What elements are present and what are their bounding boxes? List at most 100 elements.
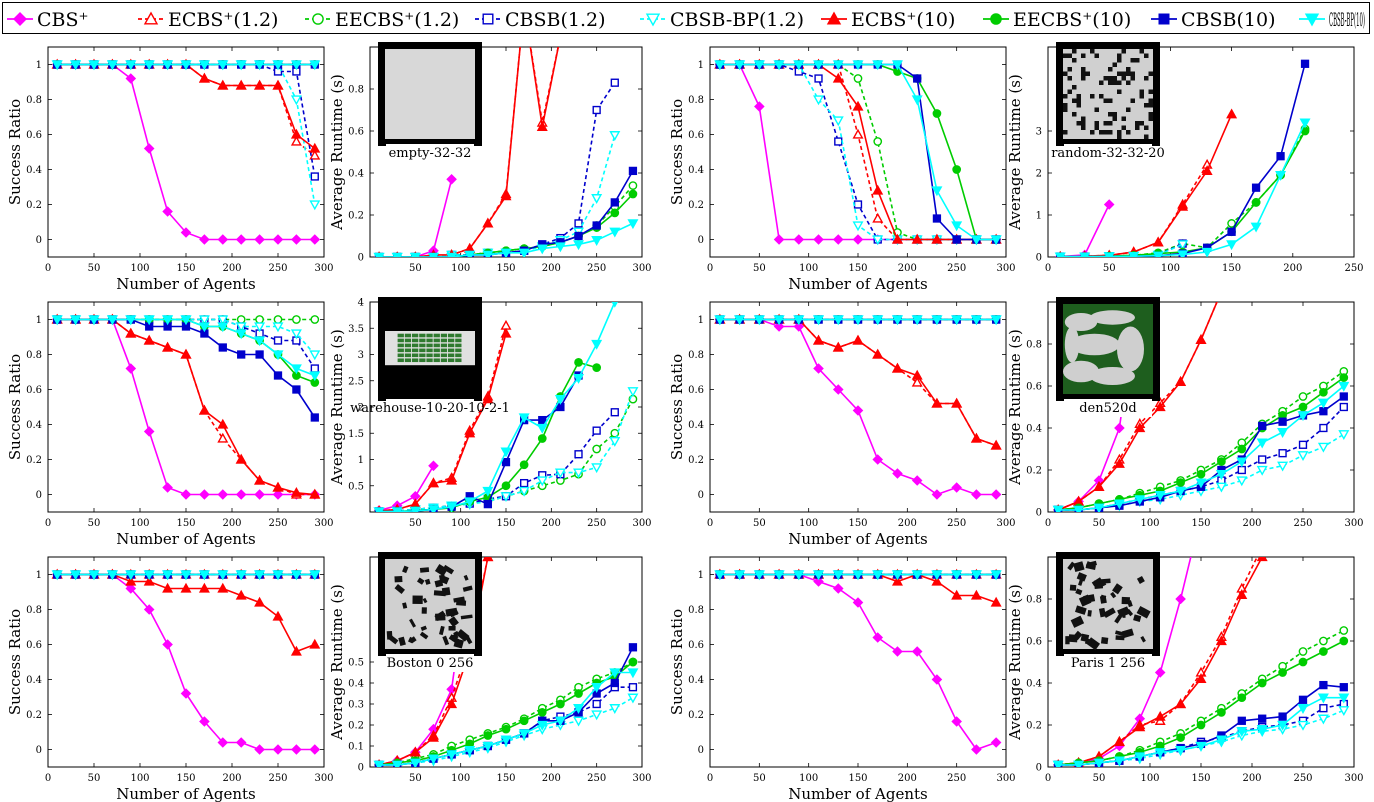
inset-building — [1100, 581, 1107, 587]
inset-obstacle — [1072, 58, 1077, 63]
data-point — [272, 481, 284, 492]
data-point — [591, 710, 603, 721]
data-point — [536, 121, 548, 131]
inset-shelf — [404, 353, 412, 358]
legend-marker — [312, 13, 324, 25]
data-point — [162, 206, 173, 217]
chart-panel: 0 50 100 150 200 250 300 0 0.2 0.4 0.6 0.8 1 Number o… — [668, 46, 1016, 293]
inset-obstacle — [1126, 107, 1131, 112]
data-point — [1319, 704, 1328, 713]
inset-obstacle — [1148, 116, 1153, 121]
data-point — [1256, 557, 1268, 562]
data-point — [852, 570, 864, 581]
inset-building — [1075, 605, 1087, 615]
x-tick-label: 0 — [1045, 773, 1051, 784]
data-point — [931, 397, 943, 408]
inset-label-bg — [386, 144, 474, 162]
x-tick-label: 150 — [496, 263, 515, 274]
data-point — [813, 315, 825, 326]
y-axis-label: Success Ratio — [6, 609, 24, 715]
legend-entry: CBSB(10) — [1151, 9, 1275, 31]
inset-obstacle — [1085, 71, 1090, 76]
data-point — [990, 737, 1002, 748]
data-point — [853, 74, 863, 83]
data-point — [235, 79, 247, 90]
data-point — [1175, 376, 1187, 386]
data-point — [446, 698, 458, 709]
data-point — [106, 315, 118, 326]
x-tick-label: 0 — [707, 518, 713, 529]
inset-building — [1136, 575, 1145, 584]
data-point — [518, 413, 530, 424]
data-point — [1217, 708, 1226, 717]
chart-panel: 0 50 100 150 200 250 300 0 0.2 0.4 0.6 0.8 1 Number o… — [6, 301, 334, 548]
data-point — [1154, 667, 1166, 678]
y-axis-label: Average Runtime (s) — [328, 74, 346, 231]
data-point — [1237, 444, 1247, 454]
data-point — [611, 302, 618, 308]
data-point — [409, 252, 421, 257]
y-tick-label: 0.3 — [348, 700, 364, 711]
inset-obstacle — [1090, 130, 1095, 135]
data-point — [51, 60, 63, 71]
y-tick-label: 0.4 — [26, 420, 42, 431]
y-tick-label: 1.5 — [348, 429, 364, 440]
inset-building — [1117, 606, 1131, 618]
inset-building — [456, 599, 467, 606]
data-point — [932, 214, 942, 223]
data-point — [931, 575, 943, 586]
data-point — [814, 74, 823, 83]
data-point — [501, 457, 511, 467]
inset-obstacle — [1148, 89, 1153, 94]
inset-obstacle — [1094, 121, 1099, 126]
series-line — [379, 47, 560, 257]
data-point — [773, 234, 785, 245]
inset-map — [385, 331, 475, 366]
data-point — [1217, 287, 1226, 295]
inset-shelf — [440, 353, 448, 358]
data-point — [832, 234, 844, 245]
data-point — [832, 583, 844, 594]
data-point — [427, 731, 439, 742]
data-point — [952, 165, 962, 174]
legend-entry: ECBS⁺(10) — [821, 9, 955, 31]
data-point — [310, 172, 319, 181]
data-point — [574, 22, 583, 30]
data-point — [272, 744, 284, 755]
data-point — [951, 482, 962, 493]
inset-shelf — [412, 343, 419, 348]
y-tick-label: 0.4 — [1026, 679, 1042, 690]
inset-obstacle — [1067, 67, 1072, 72]
data-point — [254, 60, 266, 71]
data-point — [235, 570, 247, 581]
data-point — [309, 142, 321, 153]
y-tick-label: 0.2 — [26, 200, 42, 211]
data-point — [1217, 287, 1226, 295]
data-point — [1175, 698, 1187, 709]
x-tick-label: 50 — [409, 263, 422, 274]
data-point — [1128, 252, 1140, 257]
x-tick-label: 300 — [996, 773, 1015, 784]
data-point — [1298, 392, 1308, 401]
data-point — [1113, 736, 1125, 746]
inset-shelf — [455, 358, 462, 363]
data-point — [309, 350, 321, 361]
data-point — [1297, 451, 1309, 462]
data-point — [872, 348, 884, 359]
data-point — [1177, 240, 1189, 251]
inset-region — [1090, 367, 1135, 385]
legend-label: EECBS⁺(1.2) — [335, 9, 459, 31]
data-point — [272, 79, 284, 90]
x-tick-label: 100 — [130, 773, 149, 784]
inset-shelf — [397, 338, 404, 343]
data-point — [88, 60, 100, 71]
data-point — [1299, 118, 1311, 129]
x-tick-label: 300 — [314, 773, 333, 784]
inset-building — [1136, 606, 1151, 619]
inset-building — [402, 565, 409, 574]
y-tick-label: 0.8 — [26, 605, 42, 616]
inset-obstacle — [1139, 49, 1144, 54]
data-point — [237, 350, 246, 359]
y-tick-label: 0.6 — [1026, 382, 1042, 393]
